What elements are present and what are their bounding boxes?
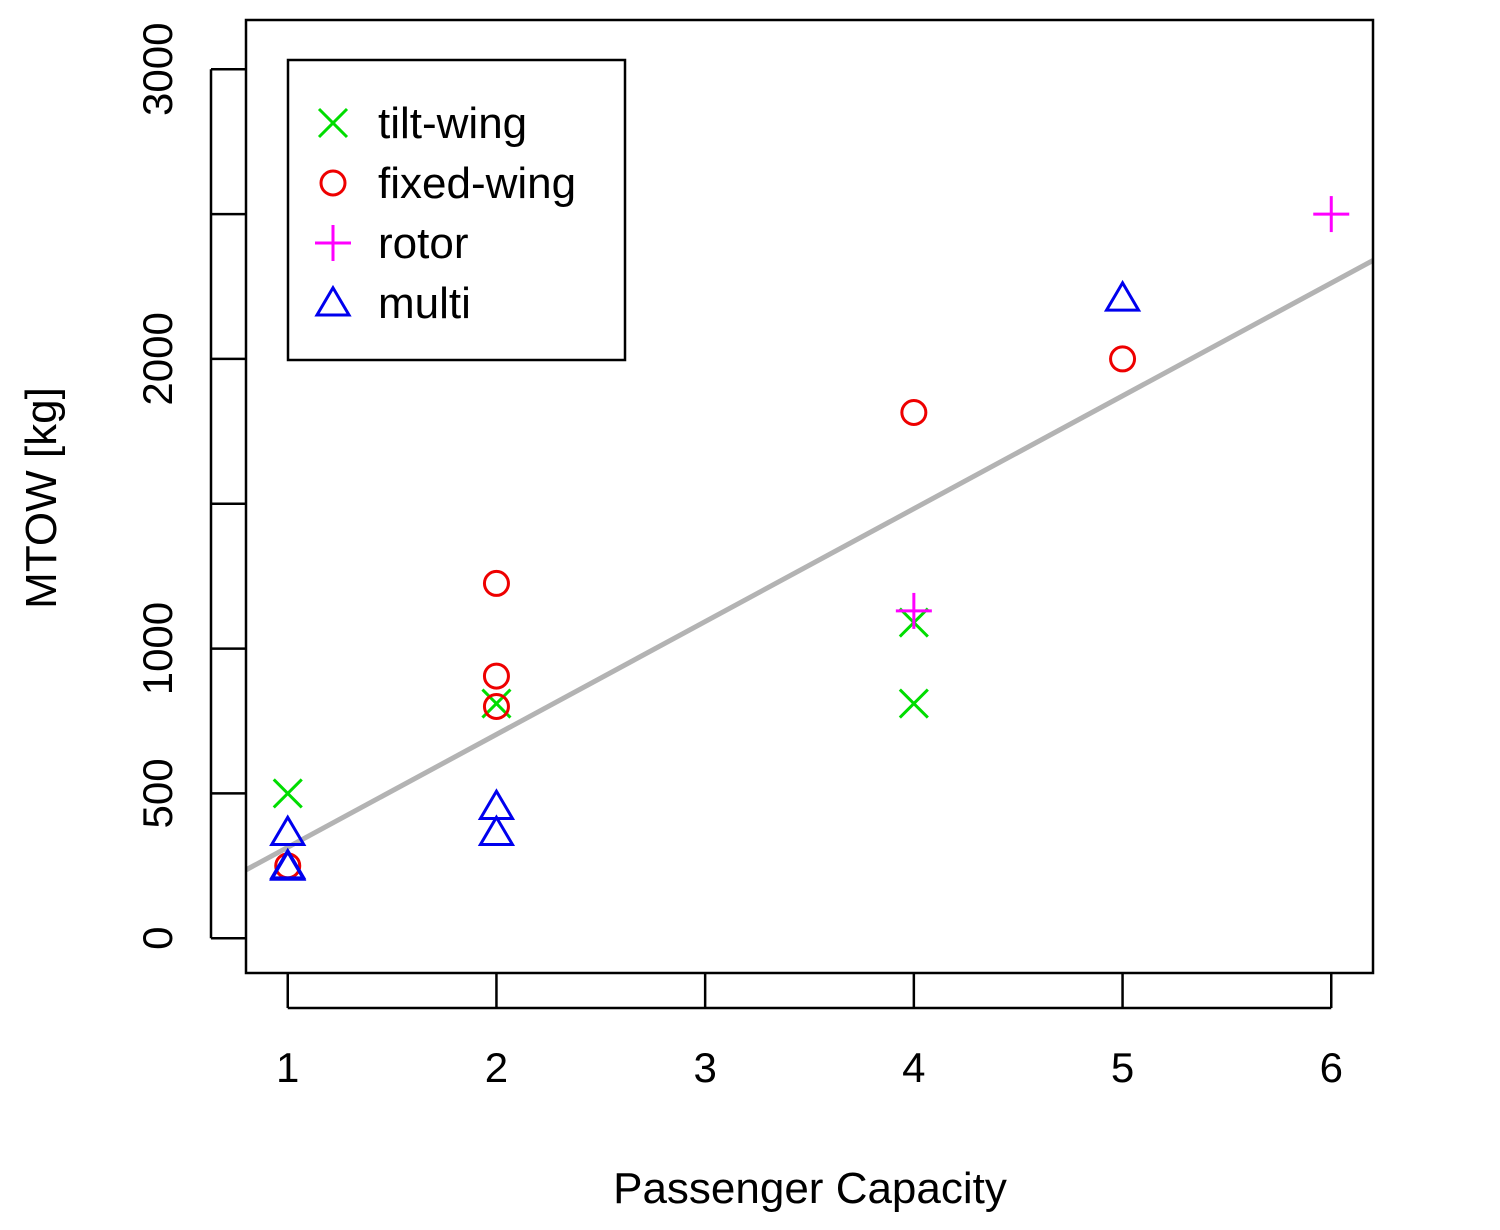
legend-item-multi: multi [314, 279, 471, 328]
series-rotor [895, 196, 1350, 629]
data-point-tilt-wing [898, 688, 929, 719]
legend-items: tilt-wing fixed-wing rotor multi [314, 99, 576, 328]
legend-marker-tilt-wing [317, 107, 349, 139]
data-point-rotor [895, 592, 932, 629]
series-multi [269, 279, 1142, 881]
series-fixed-wing [274, 345, 1137, 880]
legend: tilt-wing fixed-wing rotor multi [286, 58, 627, 362]
legend-label: rotor [378, 219, 468, 268]
x-tick-label: 3 [693, 1044, 716, 1091]
data-point-rotor [1313, 196, 1350, 233]
legend-label: fixed-wing [378, 159, 576, 208]
legend-item-tilt-wing: tilt-wing [317, 99, 527, 148]
y-tick-label: 500 [134, 758, 181, 828]
data-point-fixed-wing [482, 693, 510, 721]
legend-label: tilt-wing [378, 99, 527, 148]
y-axis-ticks: 0 500 1000 2000 3000 [134, 23, 246, 950]
x-tick-label: 5 [1111, 1044, 1134, 1091]
x-axis-ticks: 1 2 3 4 5 6 [276, 973, 1343, 1091]
data-point-fixed-wing [482, 569, 510, 597]
plot-frame [244, 18, 1375, 975]
y-tick-label: 3000 [134, 23, 181, 116]
y-tick-label: 2000 [134, 312, 181, 405]
series-tilt-wing [272, 607, 929, 809]
y-tick-label: 0 [134, 927, 181, 950]
trend-line [244, 258, 1375, 873]
x-axis-title: Passenger Capacity [613, 1164, 1007, 1213]
legend-label: multi [378, 279, 471, 328]
legend-marker-rotor [315, 225, 351, 261]
x-tick-label: 2 [485, 1044, 508, 1091]
data-points [269, 196, 1350, 881]
data-point-tilt-wing [272, 778, 303, 809]
plot-area [244, 18, 1375, 975]
data-point-multi [269, 849, 307, 881]
y-axis-title: MTOW [kg] [17, 387, 66, 609]
x-tick-label: 4 [902, 1044, 925, 1091]
legend-marker-fixed-wing [319, 169, 347, 197]
x-tick-label: 1 [276, 1044, 299, 1091]
y-axis: 0 500 1000 2000 3000 [134, 23, 246, 950]
data-point-multi [1103, 279, 1142, 312]
legend-item-rotor: rotor [315, 219, 468, 268]
y-tick-label: 1000 [134, 602, 181, 695]
data-point-fixed-wing [1109, 345, 1137, 373]
data-point-fixed-wing [482, 662, 510, 690]
legend-marker-multi [314, 284, 352, 317]
x-tick-label: 6 [1320, 1044, 1343, 1091]
data-point-multi [477, 814, 516, 847]
data-point-fixed-wing [900, 398, 928, 426]
legend-item-fixed-wing: fixed-wing [319, 159, 576, 208]
data-point-multi [269, 814, 307, 847]
x-axis: 1 2 3 4 5 6 [276, 973, 1343, 1091]
